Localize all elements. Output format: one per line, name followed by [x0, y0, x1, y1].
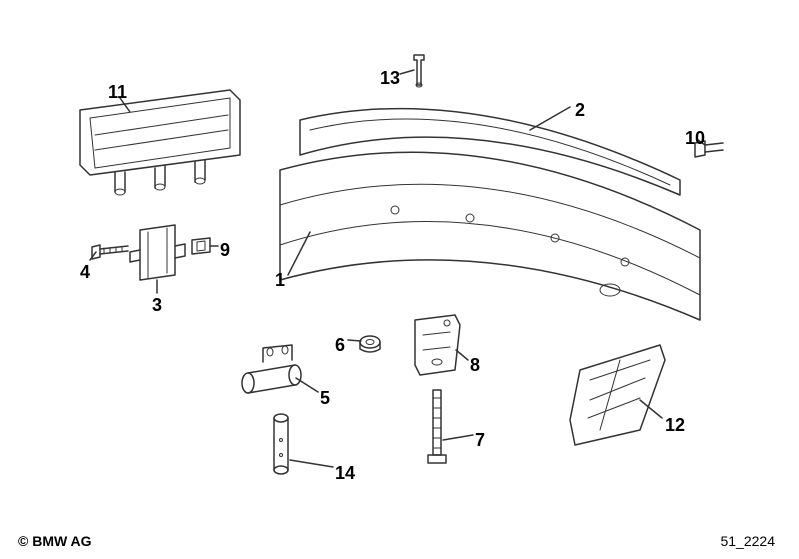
part-3-bracket: [130, 225, 185, 280]
copyright-text: © BMW AG: [18, 533, 92, 549]
callout-10: 10: [685, 128, 705, 149]
part-14-pin: [274, 414, 288, 474]
callout-14: 14: [335, 463, 355, 484]
callout-1: 1: [275, 270, 285, 291]
part-7-long-bolt: [428, 390, 446, 463]
part-12-end-piece: [570, 345, 665, 445]
part-4-bolt: [92, 245, 128, 259]
callout-5: 5: [320, 388, 330, 409]
part-11-vent-panel: [80, 90, 240, 195]
callout-2: 2: [575, 100, 585, 121]
callout-6: 6: [335, 335, 345, 356]
diagram-number: 51_2224: [720, 533, 775, 549]
callout-11: 11: [108, 82, 127, 103]
callout-12: 12: [665, 415, 685, 436]
callout-9: 9: [220, 240, 230, 261]
part-9-clip: [192, 238, 210, 254]
part-5-damper: [242, 345, 301, 393]
part-2-upper-trim: [300, 109, 680, 195]
leader-lines: [90, 70, 705, 467]
part-8-mount-bracket: [415, 315, 460, 375]
callout-13: 13: [380, 68, 400, 89]
callout-7: 7: [475, 430, 485, 451]
callout-3: 3: [152, 295, 162, 316]
part-13-rivet: [414, 55, 424, 87]
callout-4: 4: [80, 262, 90, 283]
callout-8: 8: [470, 355, 480, 376]
part-6-nut: [360, 336, 380, 352]
